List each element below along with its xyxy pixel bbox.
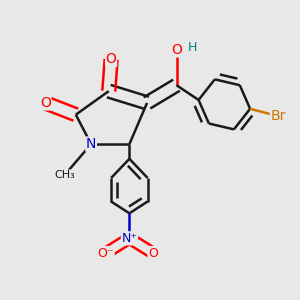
Text: N⁺: N⁺ xyxy=(122,232,137,245)
Text: H: H xyxy=(188,41,197,54)
Text: O⁻: O⁻ xyxy=(98,247,114,260)
Text: CH₃: CH₃ xyxy=(54,170,75,180)
Text: Br: Br xyxy=(270,109,286,123)
Text: O: O xyxy=(106,52,117,66)
Text: O: O xyxy=(40,96,51,110)
Text: O: O xyxy=(171,43,182,57)
Text: N: N xyxy=(86,137,96,151)
Text: O: O xyxy=(148,247,158,260)
